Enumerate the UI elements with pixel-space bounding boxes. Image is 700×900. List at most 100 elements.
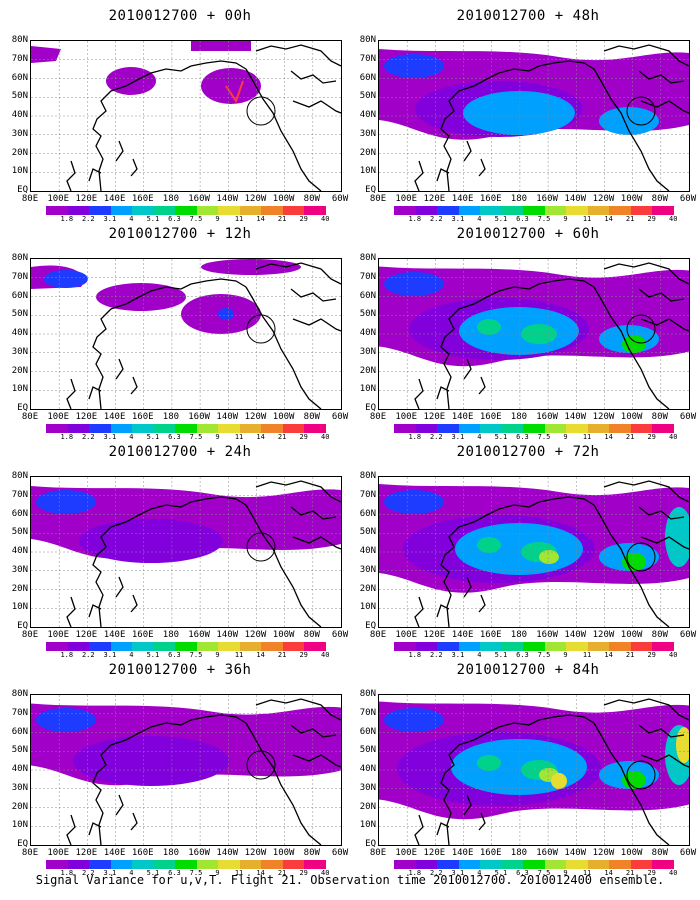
lon-label: 140W <box>216 630 239 640</box>
colorbar-label: 5.1 <box>146 215 160 223</box>
colorbar-swatch <box>566 642 588 651</box>
colorbar-swatch <box>566 424 588 433</box>
colorbar-label: 40 <box>321 215 330 223</box>
colorbar-label: 40 <box>669 433 678 441</box>
lon-label: 180 <box>510 630 528 640</box>
lat-label: 60N <box>359 726 376 737</box>
lon-label: 80E <box>21 630 39 640</box>
colorbar-label: 5.1 <box>494 433 508 441</box>
colorbar-label: 3.1 <box>451 215 465 223</box>
lat-label: 80N <box>11 471 28 481</box>
colorbar-swatch <box>587 642 610 651</box>
lon-label: 140E <box>103 848 126 858</box>
colorbar-label: 2.2 <box>81 869 95 877</box>
lon-label: 80E <box>369 412 387 422</box>
lon-label: 80W <box>303 630 320 640</box>
lon-label: 120E <box>75 412 98 422</box>
lat-label: 20N <box>11 801 28 812</box>
lon-label: 160W <box>536 630 558 640</box>
lon-label: 160E <box>479 194 502 204</box>
colorbar-swatch <box>415 860 438 869</box>
colorbar-swatch <box>630 206 653 215</box>
colorbar-swatch <box>652 206 674 215</box>
colorbar-label: 9 <box>563 651 568 659</box>
colorbar-label: 7.5 <box>189 433 203 441</box>
colorbar-label: 1.8 <box>60 215 74 223</box>
lon-label: 100E <box>395 194 418 204</box>
lat-label: 30N <box>11 564 28 575</box>
lat-label: 40N <box>11 546 28 556</box>
lon-label: 80W <box>651 630 668 640</box>
colorbar-swatch <box>394 206 416 215</box>
colorbar-label: 6.3 <box>516 869 529 877</box>
colorbar-swatch <box>394 860 416 869</box>
colorbar-swatch <box>67 860 90 869</box>
colorbar-swatch <box>652 860 674 869</box>
colorbar-label: 40 <box>669 869 678 877</box>
colorbar-label: 29 <box>299 215 308 223</box>
map-panel: 2010012700 + 72h 80N 70N 60N 50N 40N 30N 20N 10N… <box>358 436 698 660</box>
colorbar-label: 11 <box>582 869 592 877</box>
lat-label: 10N <box>11 602 28 613</box>
colorbar-label: 40 <box>321 651 330 659</box>
colorbar-swatch <box>46 424 68 433</box>
colorbar-swatch <box>132 860 154 869</box>
colorbar <box>46 860 326 869</box>
colorbar-label: 14 <box>604 651 613 659</box>
colorbar-label: 4 <box>129 651 134 659</box>
colorbar-label: 7.5 <box>189 215 203 223</box>
lon-label: 160W <box>188 412 210 422</box>
colorbar-labels: 1.8 2.2 3.1 4 5.1 6.3 7.5 9 11 14 21 29 40 <box>394 651 677 660</box>
colorbar-label: 14 <box>256 651 265 659</box>
colorbar-swatch <box>89 860 111 869</box>
lat-label: EQ <box>365 185 376 195</box>
lat-label: 70N <box>11 271 28 282</box>
colorbar-swatch <box>110 206 133 215</box>
lon-label: 60W <box>331 412 349 422</box>
colorbar-label: 3.1 <box>103 433 117 441</box>
colorbar-swatch <box>394 424 416 433</box>
lon-label: 180 <box>162 630 180 640</box>
lat-label: 60N <box>11 508 28 519</box>
lat-label: 30N <box>359 782 376 793</box>
lat-label: EQ <box>17 621 28 631</box>
colorbar-swatch <box>218 206 240 215</box>
colorbar-swatch <box>46 206 68 215</box>
colorbar-label: 29 <box>647 869 656 877</box>
lon-label: 80E <box>369 848 387 858</box>
colorbar-label: 5.1 <box>146 651 160 659</box>
lon-label: 140E <box>103 194 126 204</box>
colorbar-swatch <box>437 206 459 215</box>
colorbar-swatch <box>304 206 326 215</box>
lon-label: 100E <box>47 412 70 422</box>
colorbar-swatch <box>501 206 524 215</box>
lat-label: EQ <box>17 839 28 849</box>
lat-label: 70N <box>11 53 28 64</box>
colorbar-swatch <box>458 642 481 651</box>
lon-label: 80E <box>369 194 387 204</box>
colorbar-label: 4 <box>477 215 482 223</box>
colorbar-label: 1.8 <box>408 433 422 441</box>
lat-label: EQ <box>365 403 376 413</box>
lon-label: 80W <box>651 412 668 422</box>
colorbar-swatch <box>261 642 283 651</box>
colorbar-label: 40 <box>321 869 330 877</box>
lon-label: 180 <box>510 194 528 204</box>
colorbar-swatch <box>437 860 459 869</box>
colorbar-swatch <box>304 860 326 869</box>
colorbar-labels: 1.8 2.2 3.1 4 5.1 6.3 7.5 9 11 14 21 29 40 <box>394 215 677 224</box>
lat-label: EQ <box>365 621 376 631</box>
lat-label: 40N <box>11 110 28 120</box>
map-panel: 2010012700 + 84h 80N 70N 60N 50N 40N 30N 20N 10N… <box>358 654 698 877</box>
lat-label: 30N <box>11 128 28 139</box>
colorbar-swatch <box>282 206 305 215</box>
lon-label: 120E <box>423 848 446 858</box>
lat-label: 20N <box>11 583 28 594</box>
colorbar <box>394 424 674 433</box>
variance-map <box>378 476 690 628</box>
lat-label: 50N <box>359 91 376 102</box>
colorbar-label: 1.8 <box>408 651 422 659</box>
lon-label: 80E <box>21 412 39 422</box>
map-panel: 2010012700 + 24h 80N 70N 60N 50N 40N 30N 20N 10N… <box>10 436 350 659</box>
colorbar-swatch <box>282 860 305 869</box>
